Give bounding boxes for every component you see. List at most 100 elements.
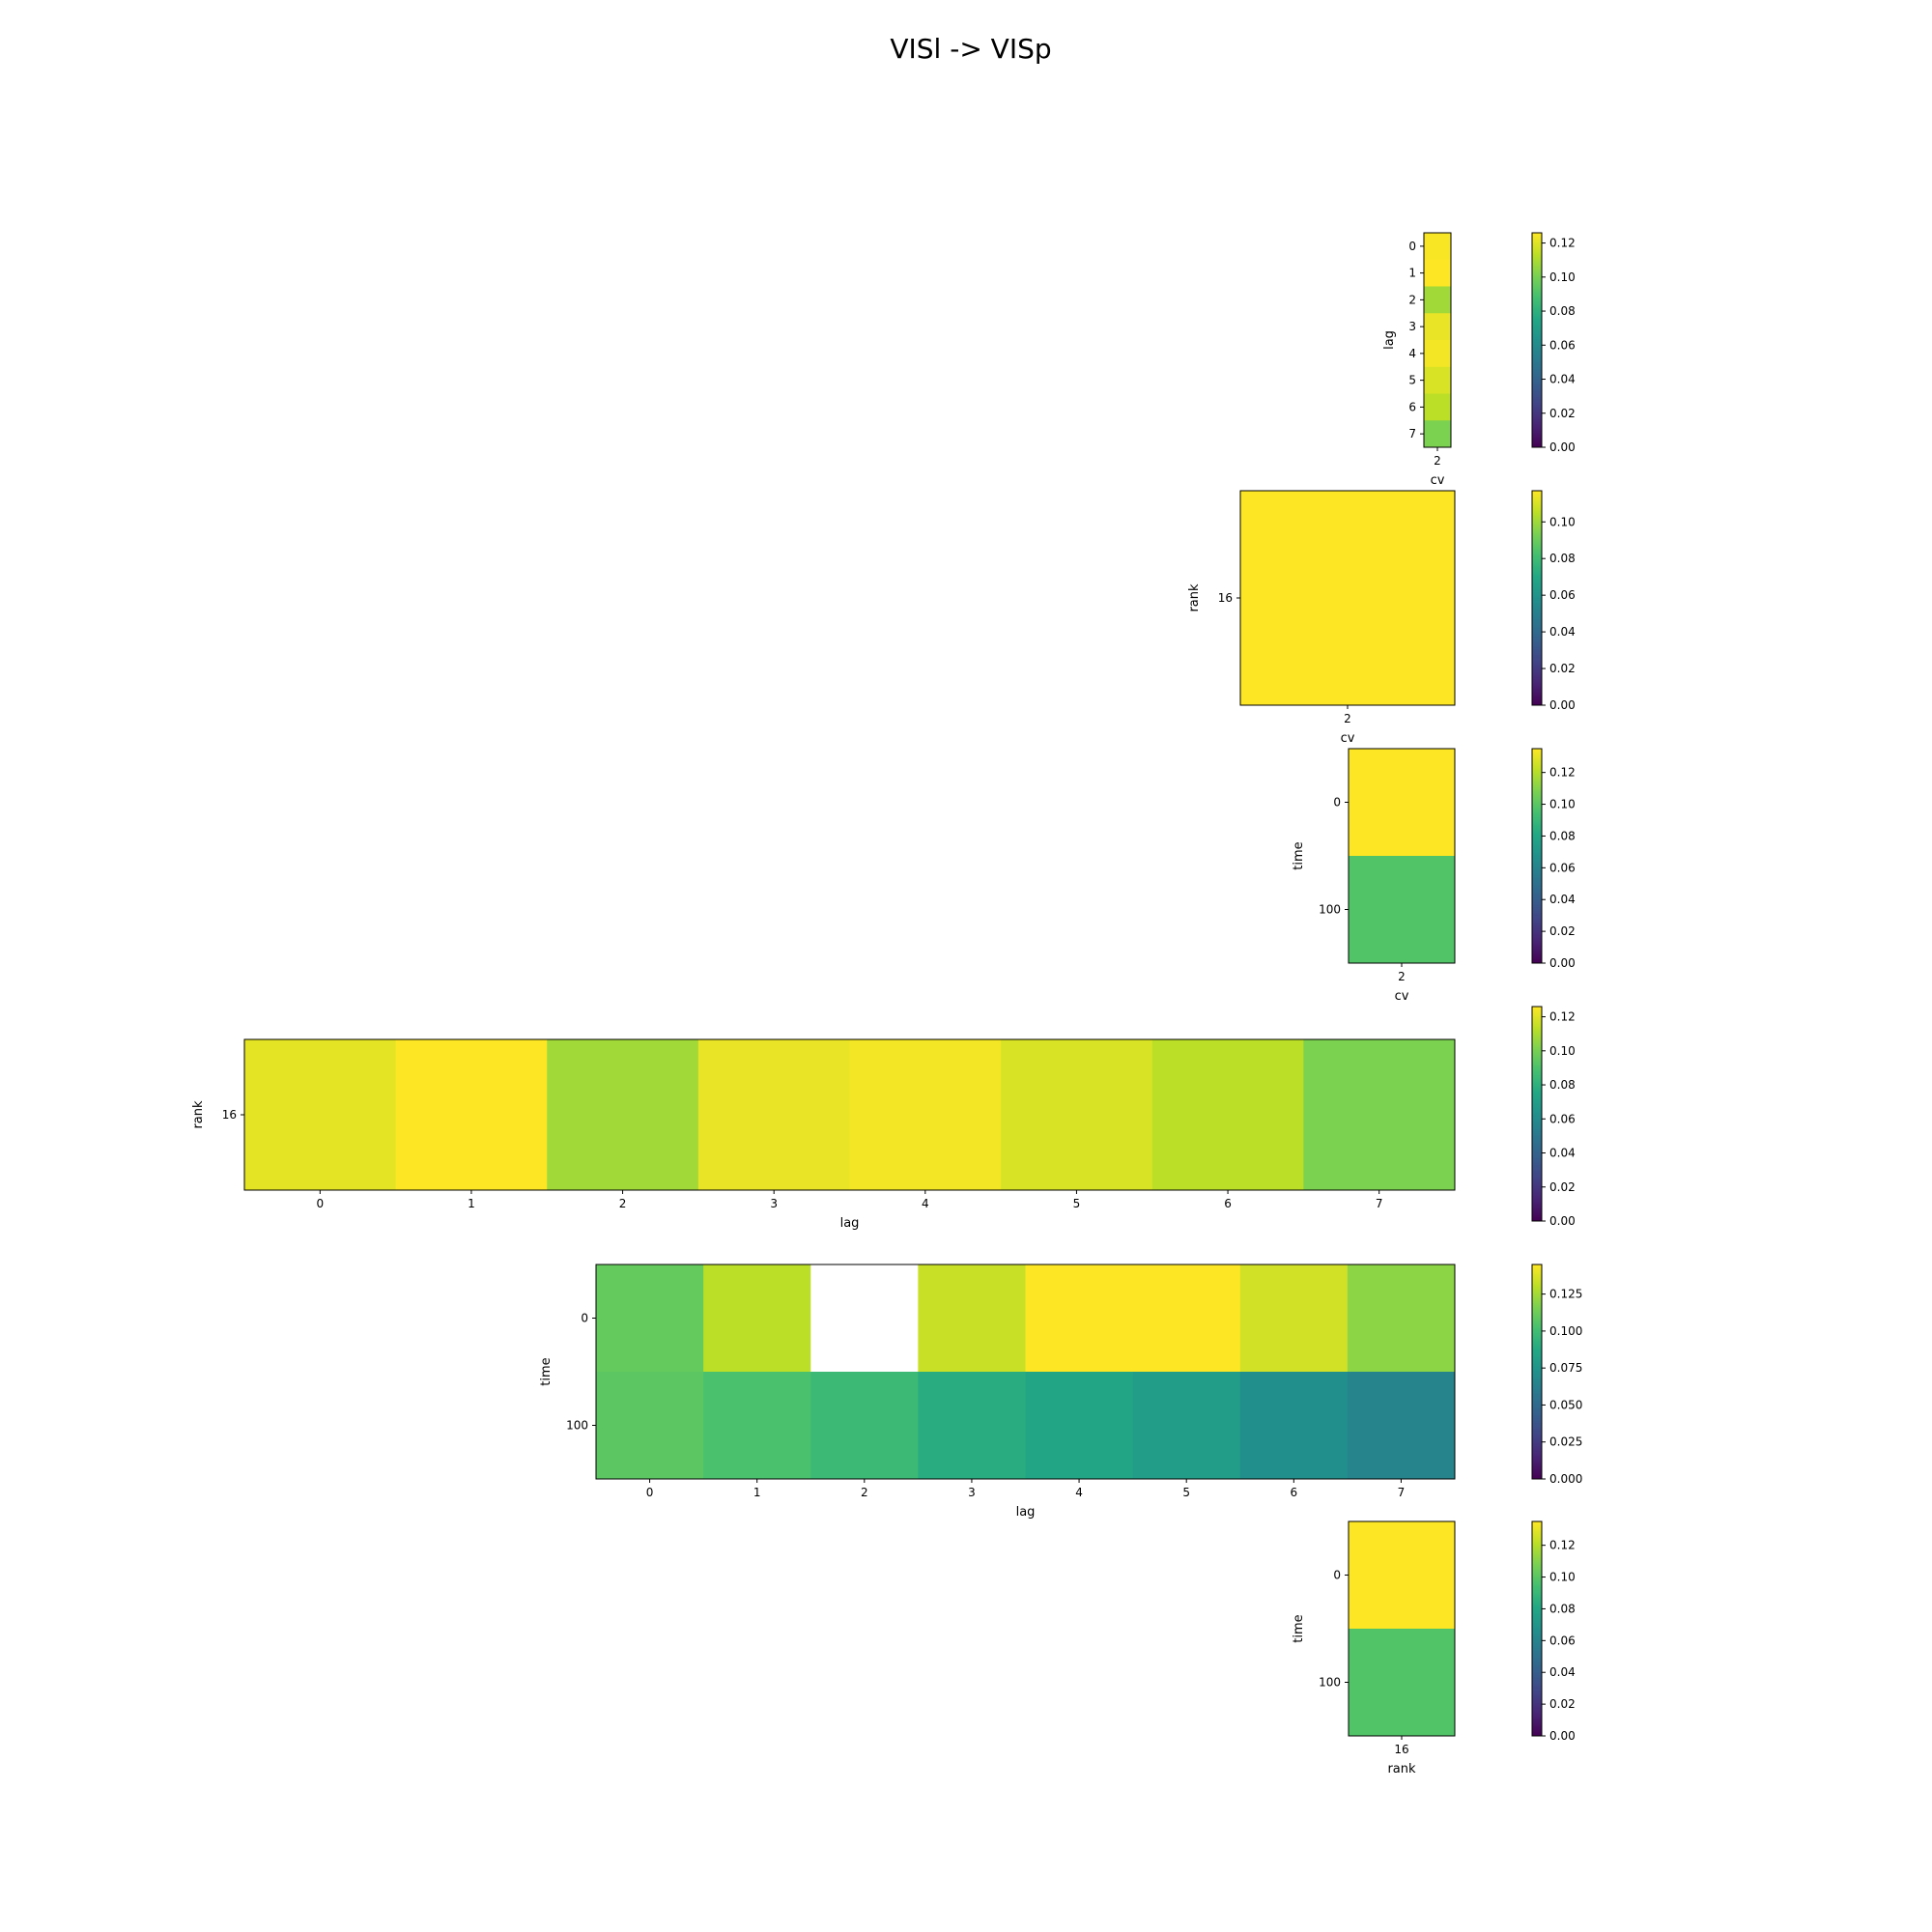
heatmap-cell: [1347, 1372, 1456, 1480]
colorbar-tick-label: 0.04: [1549, 1665, 1576, 1679]
colorbar: [1531, 1520, 1543, 1737]
colorbar-tick-label: 0.12: [1549, 1010, 1576, 1024]
colorbar-tick-label: 0.06: [1549, 1112, 1576, 1125]
colorbar-tick-label: 0.02: [1549, 924, 1576, 938]
y-axis-label: time: [539, 1357, 554, 1385]
colorbar-tick-label: 0.00: [1549, 440, 1576, 454]
heatmap-cell: [596, 1372, 704, 1480]
colorbar-tick-label: 0.075: [1549, 1361, 1582, 1375]
heatmap-cell: [596, 1264, 704, 1373]
colorbar-tick-label: 0.125: [1549, 1288, 1582, 1301]
x-tick-label: 2: [1434, 454, 1441, 468]
heatmap-panel-5: 16 0 100 rank time 0.00 0.02 0.04 0.06 0.08 0.10 0.…: [1292, 1520, 1576, 1776]
colorbar-tick-label: 0.12: [1549, 237, 1576, 250]
heatmap-cell: [1303, 1039, 1456, 1191]
x-tick-label: 6: [1224, 1197, 1232, 1210]
x-tick-label: 5: [1182, 1486, 1190, 1499]
y-tick-label: 0: [1333, 796, 1341, 810]
x-tick-label: 0: [316, 1197, 324, 1210]
heatmap-cell: [1001, 1039, 1153, 1191]
heatmap-panel-4: 0 1 2 3 4 5 6 7 0 100 lag time 0.000 0.025 0.050 0.075 0…: [539, 1264, 1582, 1520]
colorbar-tick-label: 0.00: [1549, 1214, 1576, 1228]
x-tick-label: 5: [1073, 1197, 1081, 1210]
y-axis-label: time: [1292, 1614, 1306, 1642]
colorbar: [1531, 1264, 1543, 1480]
heatmap-cell: [697, 1039, 850, 1191]
colorbar-tick-label: 0.10: [1549, 270, 1576, 284]
heatmap-cell: [1349, 1629, 1456, 1737]
colorbar-tick-label: 0.04: [1549, 893, 1576, 906]
heatmap-cell: [1239, 1264, 1349, 1373]
colorbar-tick-label: 0.08: [1549, 304, 1576, 318]
y-tick-label: 4: [1408, 347, 1416, 360]
y-tick-label: 0: [1333, 1569, 1341, 1582]
heatmap-cell: [1025, 1264, 1134, 1373]
colorbar-tick-label: 0.06: [1549, 1634, 1576, 1647]
y-tick-label: 0: [581, 1312, 588, 1325]
y-tick-label: 0: [1408, 240, 1416, 253]
colorbar-tick-label: 0.00: [1549, 1729, 1576, 1743]
colorbar-tick-label: 0.08: [1549, 829, 1576, 842]
y-tick-label: 6: [1408, 400, 1416, 413]
colorbar-tick-label: 0.10: [1549, 515, 1576, 528]
x-tick-label: 4: [1075, 1486, 1083, 1499]
colorbar-tick-label: 0.04: [1549, 373, 1576, 386]
x-tick-label: 3: [770, 1197, 778, 1210]
x-tick-label: 16: [1394, 1743, 1408, 1756]
colorbar: [1531, 490, 1543, 706]
colorbar-tick-label: 0.10: [1549, 1571, 1576, 1584]
x-tick-label: 2: [619, 1197, 627, 1210]
heatmap-cell: [1349, 1521, 1456, 1630]
y-axis-label: rank: [1187, 583, 1202, 612]
colorbar-tick-label: 0.08: [1549, 1078, 1576, 1092]
colorbar-tick-label: 0.050: [1549, 1398, 1582, 1411]
x-tick-label: 7: [1398, 1486, 1406, 1499]
x-tick-label: 1: [468, 1197, 475, 1210]
x-tick-label: 0: [646, 1486, 654, 1499]
y-tick-label: 1: [1408, 267, 1416, 280]
heatmap-cell: [703, 1372, 811, 1480]
colorbar-tick-label: 0.02: [1549, 662, 1576, 675]
heatmap-cell: [1151, 1039, 1304, 1191]
colorbar-tick-label: 0.12: [1549, 1539, 1576, 1552]
heatmap-cell: [1424, 366, 1452, 394]
colorbar-tick-label: 0.06: [1549, 338, 1576, 352]
x-axis-label: lag: [840, 1216, 860, 1231]
x-axis-label: lag: [1016, 1505, 1036, 1520]
heatmap-cell: [1132, 1372, 1241, 1480]
heatmap-cell: [810, 1372, 919, 1480]
heatmap-panel-2: 2 0 100 cv time 0.00 0.02 0.04 0.06 0.08 0.10 0.12: [1292, 748, 1576, 1004]
y-tick-label: 100: [1319, 903, 1341, 917]
x-tick-label: 2: [861, 1486, 868, 1499]
x-tick-label: 6: [1290, 1486, 1297, 1499]
y-tick-label: 16: [1218, 591, 1233, 605]
x-tick-label: 1: [753, 1486, 761, 1499]
colorbar-tick-label: 0.06: [1549, 861, 1576, 874]
x-axis-label: cv: [1341, 731, 1355, 746]
heatmap-cell: [1347, 1264, 1456, 1373]
x-tick-label: 2: [1344, 712, 1351, 725]
heatmap-cell: [395, 1039, 548, 1191]
colorbar-tick-label: 0.00: [1549, 956, 1576, 970]
figure-title-text: VISl -> VISp: [890, 33, 1052, 65]
heatmap-cell: [1424, 286, 1452, 314]
heatmap-cell: [547, 1039, 699, 1191]
heatmap-cell: [1424, 393, 1452, 421]
colorbar-tick-label: 0.025: [1549, 1435, 1582, 1449]
heatmap-cell: [1240, 491, 1456, 706]
heatmap-cell: [810, 1264, 919, 1373]
heatmap-cell: [1132, 1264, 1241, 1373]
colorbar-tick-label: 0.02: [1549, 1180, 1576, 1194]
x-axis-label: cv: [1395, 989, 1409, 1004]
colorbar-tick-label: 0.08: [1549, 1602, 1576, 1615]
colorbar-tick-label: 0.06: [1549, 588, 1576, 602]
y-tick-label: 2: [1408, 293, 1416, 306]
heatmap-cell: [1424, 340, 1452, 368]
heatmap-cell: [1349, 856, 1456, 964]
figure-title: VISl -> VISp: [0, 33, 1932, 65]
heatmap-cell: [1424, 313, 1452, 341]
y-tick-label: 7: [1408, 427, 1416, 440]
y-tick-label: 100: [566, 1419, 588, 1433]
y-tick-label: 100: [1319, 1676, 1341, 1690]
colorbar-tick-label: 0.02: [1549, 1697, 1576, 1711]
